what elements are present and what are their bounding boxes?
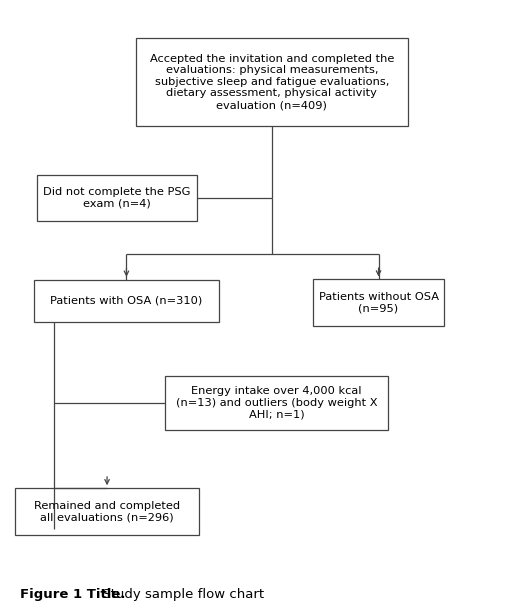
Text: Patients with OSA (n=310): Patients with OSA (n=310) [50,296,203,306]
Text: Accepted the invitation and completed the
evaluations: physical measurements,
su: Accepted the invitation and completed th… [149,54,394,110]
FancyBboxPatch shape [15,488,199,534]
Text: Did not complete the PSG
exam (n=4): Did not complete the PSG exam (n=4) [43,187,190,208]
FancyBboxPatch shape [136,38,408,125]
FancyBboxPatch shape [37,175,197,221]
FancyBboxPatch shape [34,280,219,322]
FancyBboxPatch shape [313,279,444,326]
Text: Remained and completed
all evaluations (n=296): Remained and completed all evaluations (… [34,501,180,522]
Text: Figure 1 Title.: Figure 1 Title. [20,589,126,601]
FancyBboxPatch shape [165,376,388,429]
Text: Study sample flow chart: Study sample flow chart [98,589,265,601]
Text: Patients without OSA
(n=95): Patients without OSA (n=95) [319,292,438,314]
Text: Energy intake over 4,000 kcal
(n=13) and outliers (body weight X
AHI; n=1): Energy intake over 4,000 kcal (n=13) and… [176,386,378,419]
